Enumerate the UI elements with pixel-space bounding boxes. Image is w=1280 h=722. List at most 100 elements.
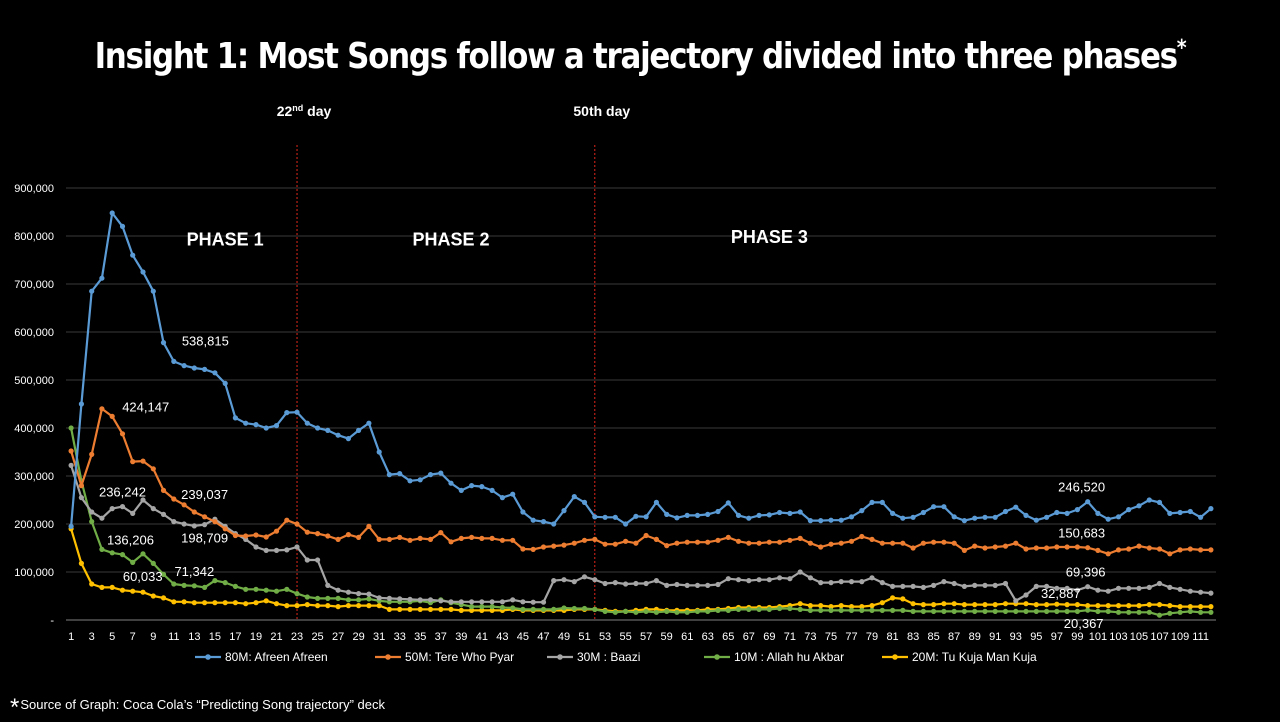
data-point: [777, 605, 783, 612]
data-point: [335, 432, 341, 438]
data-point: [160, 511, 167, 517]
data-point: [89, 288, 95, 294]
data-point: [68, 523, 74, 530]
data-point: [1023, 546, 1029, 552]
data-point: [1013, 540, 1019, 546]
data-point: [633, 513, 639, 519]
data-point: [1187, 508, 1193, 515]
data-point: [920, 509, 927, 516]
data-point: [1054, 509, 1060, 516]
data-point: [171, 581, 177, 587]
data-point: [797, 535, 803, 542]
data-point: [910, 514, 916, 520]
data-point: [869, 575, 875, 581]
data-point: [612, 541, 618, 547]
data-point: [1074, 507, 1080, 513]
data-point: [284, 586, 290, 592]
data-point: [191, 365, 197, 371]
data-point: [1074, 544, 1080, 550]
data-point: [499, 537, 505, 543]
x-tick-label: 83: [907, 631, 919, 643]
data-point: [756, 512, 762, 519]
data-point: [879, 580, 885, 586]
data-point: [263, 425, 269, 431]
data-point: [1156, 546, 1163, 552]
data-point: [848, 607, 855, 614]
data-point: [972, 582, 978, 589]
y-tick-label: 500,000: [14, 375, 54, 387]
data-point: [181, 521, 187, 527]
data-point: [694, 539, 701, 545]
data-point: [1167, 510, 1173, 516]
data-point: [910, 583, 916, 590]
data-point: [520, 606, 526, 613]
data-point: [705, 608, 711, 615]
x-tick-label: 53: [599, 631, 611, 643]
data-point: [797, 606, 803, 613]
x-tick-label: 105: [1130, 631, 1148, 643]
data-point: [232, 600, 238, 606]
data-point: [1095, 510, 1101, 516]
phase-label: PHASE 3: [731, 227, 808, 247]
data-point: [540, 606, 547, 613]
data-point: [900, 583, 906, 590]
data-point: [561, 508, 567, 514]
data-point: [920, 584, 927, 591]
data-point: [253, 586, 259, 592]
data-point: [356, 603, 362, 609]
data-point: [735, 606, 742, 613]
data-point: [1177, 604, 1183, 610]
data-label: 198,709: [181, 531, 228, 546]
data-point: [458, 535, 464, 542]
data-point: [1146, 497, 1152, 503]
data-point: [972, 515, 978, 521]
data-point: [869, 499, 875, 505]
data-point: [1115, 585, 1122, 591]
data-point: [304, 420, 310, 426]
data-point: [345, 436, 351, 442]
legend-entry: 50M: Tere Who Pyar: [405, 650, 514, 664]
data-point: [315, 603, 321, 609]
data-point: [602, 580, 608, 587]
x-tick-label: 19: [250, 631, 262, 643]
data-label: 150,683: [1058, 526, 1105, 541]
data-point: [325, 603, 331, 609]
data-point: [315, 557, 321, 563]
data-point: [818, 603, 824, 609]
data-point: [1105, 603, 1111, 609]
data-point: [284, 603, 290, 609]
data-point: [99, 275, 105, 281]
data-point: [931, 582, 937, 589]
data-point: [130, 252, 136, 258]
data-point: [910, 601, 916, 607]
data-point: [746, 540, 752, 546]
x-tick-label: 51: [578, 631, 590, 643]
data-point: [828, 541, 834, 547]
data-point: [284, 517, 290, 523]
x-tick-label: 91: [989, 631, 1001, 643]
data-point: [530, 606, 536, 613]
data-point: [982, 545, 988, 551]
data-point: [1198, 589, 1204, 595]
data-point: [1054, 601, 1060, 607]
data-point: [1177, 547, 1183, 553]
data-point: [366, 523, 372, 530]
x-tick-label: 103: [1109, 631, 1127, 643]
data-point: [1002, 543, 1009, 549]
x-tick-label: 1: [68, 631, 74, 643]
data-point: [551, 521, 557, 527]
data-point: [581, 574, 588, 580]
data-point: [458, 487, 464, 493]
data-point: [961, 602, 968, 608]
data-point: [612, 609, 618, 615]
data-point: [982, 582, 988, 589]
data-point: [838, 607, 844, 614]
data-point: [602, 541, 608, 547]
data-point: [951, 514, 957, 520]
data-point: [99, 406, 105, 412]
data-point: [581, 605, 588, 612]
data-point: [294, 521, 300, 527]
data-point: [961, 583, 968, 590]
data-point: [315, 425, 321, 431]
